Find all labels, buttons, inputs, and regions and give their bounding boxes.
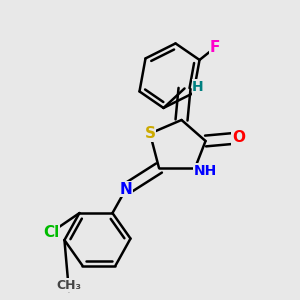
Text: N: N bbox=[120, 182, 132, 196]
Text: F: F bbox=[209, 40, 220, 56]
Text: Cl: Cl bbox=[43, 225, 59, 240]
Text: H: H bbox=[192, 80, 204, 94]
Text: O: O bbox=[232, 130, 245, 146]
Text: S: S bbox=[145, 126, 155, 141]
Text: NH: NH bbox=[194, 164, 217, 178]
Text: CH₃: CH₃ bbox=[56, 279, 81, 292]
